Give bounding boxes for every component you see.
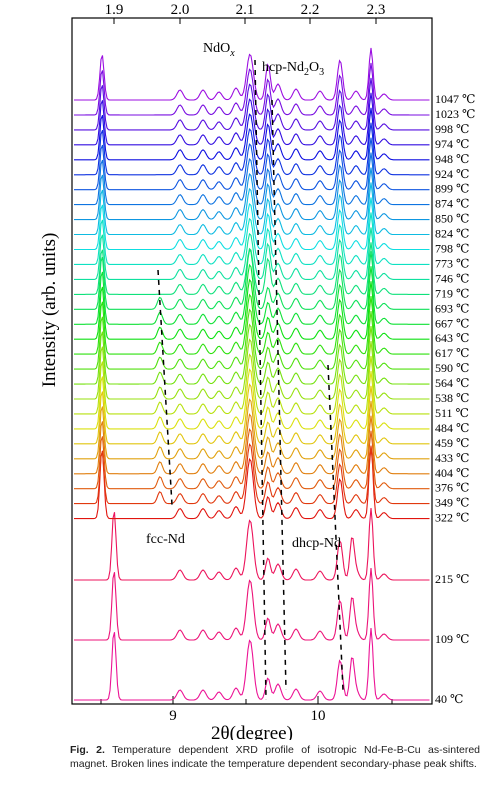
xrd-curve xyxy=(74,107,430,161)
annotation-fcc: fcc-Nd xyxy=(146,532,185,547)
xrd-curve xyxy=(74,413,430,475)
top-tick-label: 2.0 xyxy=(171,2,190,18)
xrd-curve xyxy=(74,293,430,355)
temperature-label: 376 ℃ xyxy=(435,481,469,495)
temperature-label: 617 ℃ xyxy=(435,346,469,360)
xrd-curve xyxy=(74,137,430,191)
temperature-label: 798 ℃ xyxy=(435,242,469,256)
temperature-label: 746 ℃ xyxy=(435,271,469,285)
top-axis-ticks: 1.9 2.0 2.1 2.2 2.3 xyxy=(105,2,386,24)
xrd-curve xyxy=(74,338,430,400)
peak-shift-line xyxy=(327,364,344,691)
temperature-label: 924 ℃ xyxy=(435,167,469,181)
xrd-curve xyxy=(74,442,430,505)
xrd-curve xyxy=(74,227,430,280)
top-tick-label: 2.1 xyxy=(236,2,255,18)
xrd-curve xyxy=(74,368,430,430)
xrd-curve xyxy=(74,263,430,325)
top-tick-label: 2.3 xyxy=(367,2,386,18)
peak-shift-line xyxy=(271,99,287,691)
temperature-label: 564 ℃ xyxy=(435,376,469,390)
temperature-label: 40 ℃ xyxy=(435,692,463,706)
annotation-dhcp: dhcp-Nd xyxy=(292,536,341,551)
temperature-label: 824 ℃ xyxy=(435,227,469,241)
peak-shift-lines xyxy=(157,59,344,701)
temperature-label: 773 ℃ xyxy=(435,256,469,270)
xrd-curve xyxy=(74,567,430,641)
top-tick-label: 1.9 xyxy=(105,2,124,18)
temperature-label: 850 ℃ xyxy=(435,212,469,226)
caption-label: Fig. 2. xyxy=(70,744,105,756)
xrd-curve xyxy=(74,446,430,520)
temperature-label: 109 ℃ xyxy=(435,632,469,646)
temperature-label: 643 ℃ xyxy=(435,331,469,345)
xrd-curve xyxy=(74,182,430,236)
xrd-curves xyxy=(74,47,430,701)
xrd-curve xyxy=(74,398,430,460)
x-axis-label: 2θ(degree) xyxy=(211,723,293,740)
temperature-label: 1023 ℃ xyxy=(435,107,475,121)
temperature-label: 511 ℃ xyxy=(435,406,469,420)
xrd-curve xyxy=(74,308,430,370)
temperature-label: 404 ℃ xyxy=(435,466,469,480)
y-axis-label: Intensity (arb. units) xyxy=(39,233,60,388)
annotation-ndox: NdOx xyxy=(203,41,235,59)
xrd-curve xyxy=(74,353,430,415)
temperature-label: 1047 ℃ xyxy=(435,92,475,106)
temperature-label: 215 ℃ xyxy=(435,572,469,586)
temperature-label: 667 ℃ xyxy=(435,316,469,330)
xrd-curve xyxy=(74,197,430,251)
temperature-label: 948 ℃ xyxy=(435,152,469,166)
peak-shift-line xyxy=(254,59,267,701)
caption-text: Temperature dependent XRD profile of iso… xyxy=(70,744,481,770)
xrd-curve xyxy=(74,383,430,445)
xrd-curve xyxy=(74,278,430,340)
temperature-label: 349 ℃ xyxy=(435,496,469,510)
xrd-curve xyxy=(74,427,430,490)
xrd-curve xyxy=(74,92,430,146)
top-tick-label: 2.2 xyxy=(301,2,320,18)
temperature-label: 590 ℃ xyxy=(435,361,469,375)
temperature-label: 433 ℃ xyxy=(435,451,469,465)
xrd-curve xyxy=(74,152,430,206)
xrd-curve xyxy=(74,242,430,295)
xrd-curve xyxy=(74,47,430,101)
xrd-curve xyxy=(74,77,430,131)
xrd-curve xyxy=(74,167,430,221)
annotation-hcp: hcp-Nd2O3 xyxy=(262,60,324,78)
temperature-label: 874 ℃ xyxy=(435,197,469,211)
xrd-curve xyxy=(74,62,430,116)
xrd-curve xyxy=(74,507,430,581)
bottom-tick-label: 10 xyxy=(311,708,326,724)
temperature-label: 998 ℃ xyxy=(435,122,469,136)
temperature-label: 719 ℃ xyxy=(435,286,469,300)
xrd-curve xyxy=(74,212,430,265)
temperature-label: 322 ℃ xyxy=(435,511,469,525)
xrd-curve xyxy=(74,122,430,176)
bottom-tick-label: 9 xyxy=(169,708,177,724)
xrd-curve xyxy=(74,627,430,701)
temperature-label: 693 ℃ xyxy=(435,301,469,315)
temperature-label: 899 ℃ xyxy=(435,182,469,196)
xrd-curve xyxy=(74,323,430,385)
figure-caption: Fig. 2. Temperature dependent XRD profil… xyxy=(70,744,480,771)
temperature-label: 974 ℃ xyxy=(435,137,469,151)
temperature-label: 459 ℃ xyxy=(435,436,469,450)
temperature-label: 484 ℃ xyxy=(435,421,469,435)
temperature-label: 538 ℃ xyxy=(435,391,469,405)
plot-frame xyxy=(71,17,433,705)
